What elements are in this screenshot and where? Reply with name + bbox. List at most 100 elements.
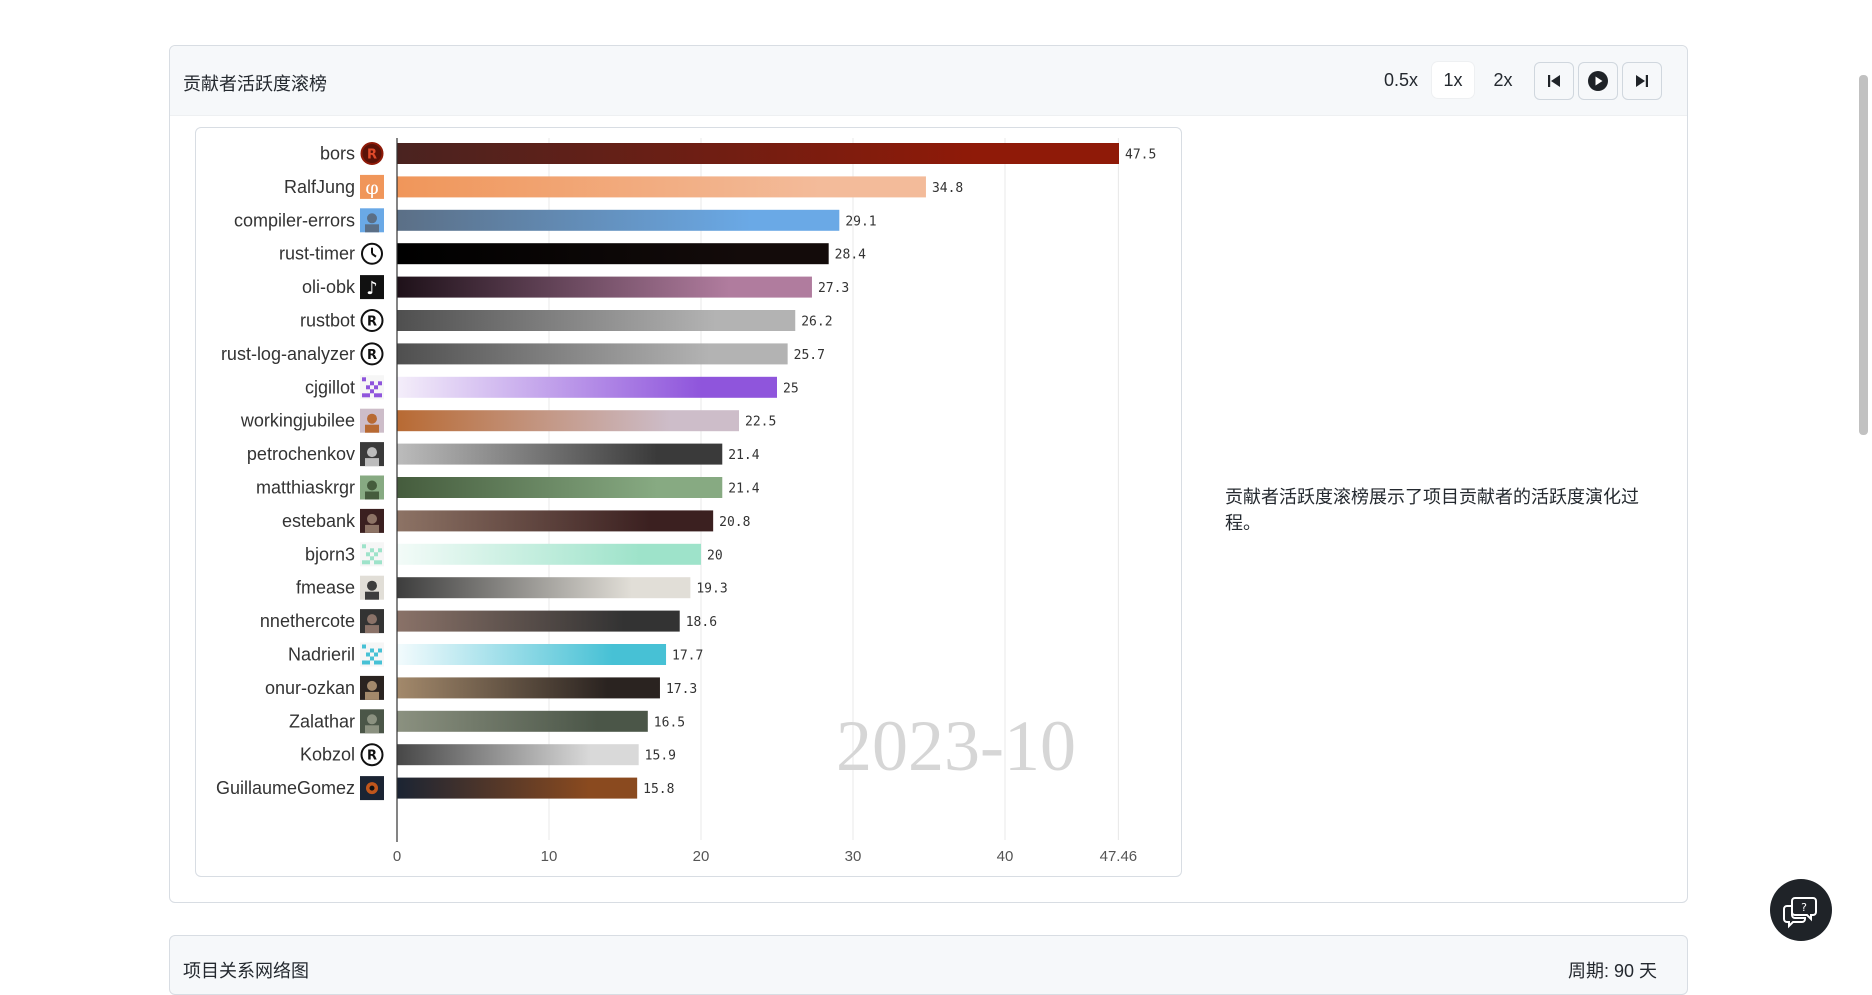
bar-value-label: 26.2 (801, 315, 832, 330)
next-panel-title: 项目关系网络图 (183, 961, 309, 981)
bar-value-label: 21.4 (728, 482, 759, 497)
bar-value-label: 17.3 (666, 682, 697, 697)
skip-to-start-button[interactable] (1534, 62, 1574, 100)
bar (397, 610, 680, 632)
period-label: 2023-10 (836, 706, 1076, 786)
tiktok-icon (360, 275, 384, 300)
contributor-name: workingjubilee (240, 411, 355, 431)
bar-value-label: 47.5 (1125, 148, 1156, 163)
panel-description: 贡献者活跃度滚榜展示了项目贡献者的活跃度演化过程。 (1225, 487, 1639, 533)
contributor-name: cjgillot (305, 377, 355, 397)
speed-0-5x-button[interactable]: 0.5x (1384, 69, 1419, 90)
skip-to-end-button[interactable] (1622, 62, 1662, 100)
x-tick-label: 10 (541, 848, 558, 865)
speed-selector: 0.5x 1x 2x (1378, 62, 1524, 98)
svg-text:R: R (367, 148, 377, 163)
x-tick-label: 30 (845, 848, 862, 865)
bar-value-label: 34.8 (932, 181, 963, 196)
bar (397, 343, 788, 365)
contributor-name: rust-timer (279, 244, 355, 264)
contributor-name: oli-obk (302, 277, 356, 297)
contributor-name: compiler-errors (234, 210, 355, 230)
contributor-name: Zalathar (289, 711, 355, 731)
bar (397, 744, 639, 766)
contributor-name: matthiaskrgr (256, 478, 355, 498)
contributor-name: RalfJung (284, 177, 355, 197)
svg-text:?: ? (1801, 901, 1807, 914)
page-scrollbar[interactable] (1859, 75, 1868, 435)
bar-value-label: 15.9 (645, 749, 676, 764)
play-button[interactable] (1578, 62, 1618, 100)
contributor-name: onur-ozkan (265, 678, 355, 698)
bar-value-label: 19.3 (696, 582, 727, 597)
next-panel: 项目关系网络图 周期: 90 天 (169, 935, 1688, 995)
contributor-name: rustbot (300, 311, 355, 331)
rust-logo-icon (360, 743, 384, 767)
bar (397, 510, 714, 532)
bar-value-label: 17.7 (672, 649, 703, 664)
x-tick-label: 0 (393, 848, 401, 865)
x-tick-label: 47.46 (1100, 848, 1138, 865)
bar (397, 310, 796, 331)
bar-value-label: 21.4 (728, 448, 759, 463)
bar (397, 543, 701, 565)
panel-header: 贡献者活跃度滚榜 0.5x 1x 2x (170, 46, 1687, 116)
contributor-name: Kobzol (300, 745, 355, 765)
playback-controls (1534, 62, 1662, 100)
bar-value-label: 29.1 (845, 214, 876, 229)
bar (397, 276, 812, 298)
panel-title: 贡献者活跃度滚榜 (183, 74, 327, 94)
rust-logo-red-icon (360, 142, 384, 165)
bar-value-label: 27.3 (818, 281, 849, 296)
play-icon (1588, 71, 1608, 91)
bar (397, 644, 667, 665)
next-panel-period: 周期: 90 天 (1567, 961, 1657, 981)
svg-text:R: R (367, 315, 377, 330)
rust-logo-icon (360, 309, 384, 332)
contributor-name: bors (320, 144, 355, 164)
chat-help-icon: ? (1783, 897, 1817, 929)
svg-text:φ: φ (365, 177, 378, 199)
x-tick-label: 40 (997, 848, 1014, 865)
bar-value-label: 28.4 (835, 248, 866, 263)
bar (397, 777, 638, 799)
contributor-name: rust-log-analyzer (221, 344, 355, 364)
bar (397, 143, 1119, 164)
phi-orange-icon (360, 174, 384, 199)
bar (397, 410, 739, 432)
bar-value-label: 25.7 (794, 348, 825, 363)
bar-value-label: 15.8 (643, 782, 674, 797)
bar (397, 243, 829, 265)
rust-logo-icon (360, 342, 384, 366)
bar (397, 443, 723, 465)
bar-value-label: 16.5 (654, 715, 685, 730)
bar-value-label: 20.8 (719, 515, 750, 530)
bar-value-label: 22.5 (745, 415, 776, 430)
contributor-name: estebank (282, 511, 356, 531)
svg-text:R: R (367, 749, 377, 764)
bar (397, 477, 723, 498)
bar-race-chart-frame: 0 10 20 30 40 47.46 2023-10 47.5 bors R 34.8 RalfJu… (195, 127, 1182, 877)
speed-2x-button[interactable]: 2x (1493, 69, 1513, 90)
bar-value-label: 18.6 (686, 615, 717, 630)
bar-value-label: 20 (707, 548, 723, 563)
help-chat-button[interactable]: ? (1770, 879, 1832, 941)
skip-back-icon (1548, 75, 1560, 87)
contributor-name: bjorn3 (305, 544, 355, 564)
contributor-name: nnethercote (260, 611, 355, 631)
svg-text:R: R (367, 348, 377, 363)
x-tick-label: 20 (693, 848, 710, 865)
speed-1x-button[interactable]: 1x (1432, 62, 1475, 98)
bar (397, 376, 777, 398)
contributor-name: Nadrieril (288, 645, 355, 665)
bar (397, 710, 648, 732)
contributor-name: fmease (296, 578, 355, 598)
bar (397, 176, 926, 198)
contributor-race-panel: 贡献者活跃度滚榜 0.5x 1x 2x (169, 45, 1688, 903)
contributor-name: GuillaumeGomez (216, 778, 355, 798)
bar (397, 577, 691, 599)
bar-value-label: 25 (783, 381, 799, 396)
bar (397, 677, 660, 699)
svg-text:♪: ♪ (366, 278, 378, 299)
bar-race-chart: 0 10 20 30 40 47.46 2023-10 47.5 bors R 34.8 RalfJu… (216, 138, 1156, 865)
